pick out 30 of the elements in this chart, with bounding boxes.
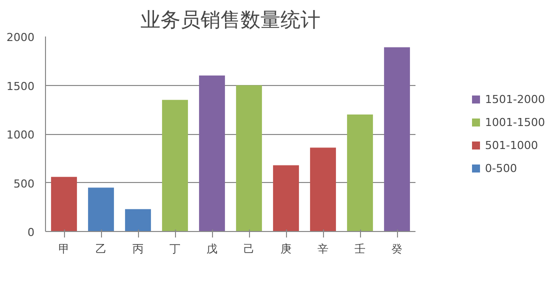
x-tick-label: 庚 (280, 242, 292, 256)
legend-label: 0-500 (485, 162, 517, 174)
y-tick-label: 2000 (6, 31, 35, 44)
x-tick-label: 己 (244, 242, 254, 256)
bar (310, 148, 336, 232)
bar (125, 209, 151, 232)
legend-label: 1501-2000 (485, 92, 545, 106)
x-tick-label: 乙 (96, 242, 106, 256)
bar (199, 76, 225, 232)
bar (88, 188, 114, 232)
bar (236, 85, 262, 232)
x-tick-label: 丁 (170, 242, 180, 256)
y-tick-label: 500 (14, 177, 35, 190)
y-tick-label: 1000 (6, 128, 35, 142)
legend-label: 501-1000 (485, 138, 538, 152)
bar (51, 176, 77, 232)
bar (347, 114, 373, 232)
x-tick-label: 甲 (58, 242, 70, 256)
y-tick-label: 1500 (6, 80, 35, 93)
x-tick-label: 辛 (318, 242, 328, 256)
bar (162, 100, 188, 232)
x-tick-label: 壬 (354, 242, 366, 256)
legend-label: 1001-1500 (485, 116, 545, 128)
x-tick-label: 癸 (392, 242, 402, 256)
bar (384, 47, 410, 232)
chart-title: 业务员销售数量统计 (140, 8, 320, 32)
x-tick-label: 戊 (206, 242, 218, 256)
bar (273, 165, 299, 232)
x-tick-label: 丙 (132, 242, 144, 256)
y-tick-label: 0 (28, 226, 34, 239)
